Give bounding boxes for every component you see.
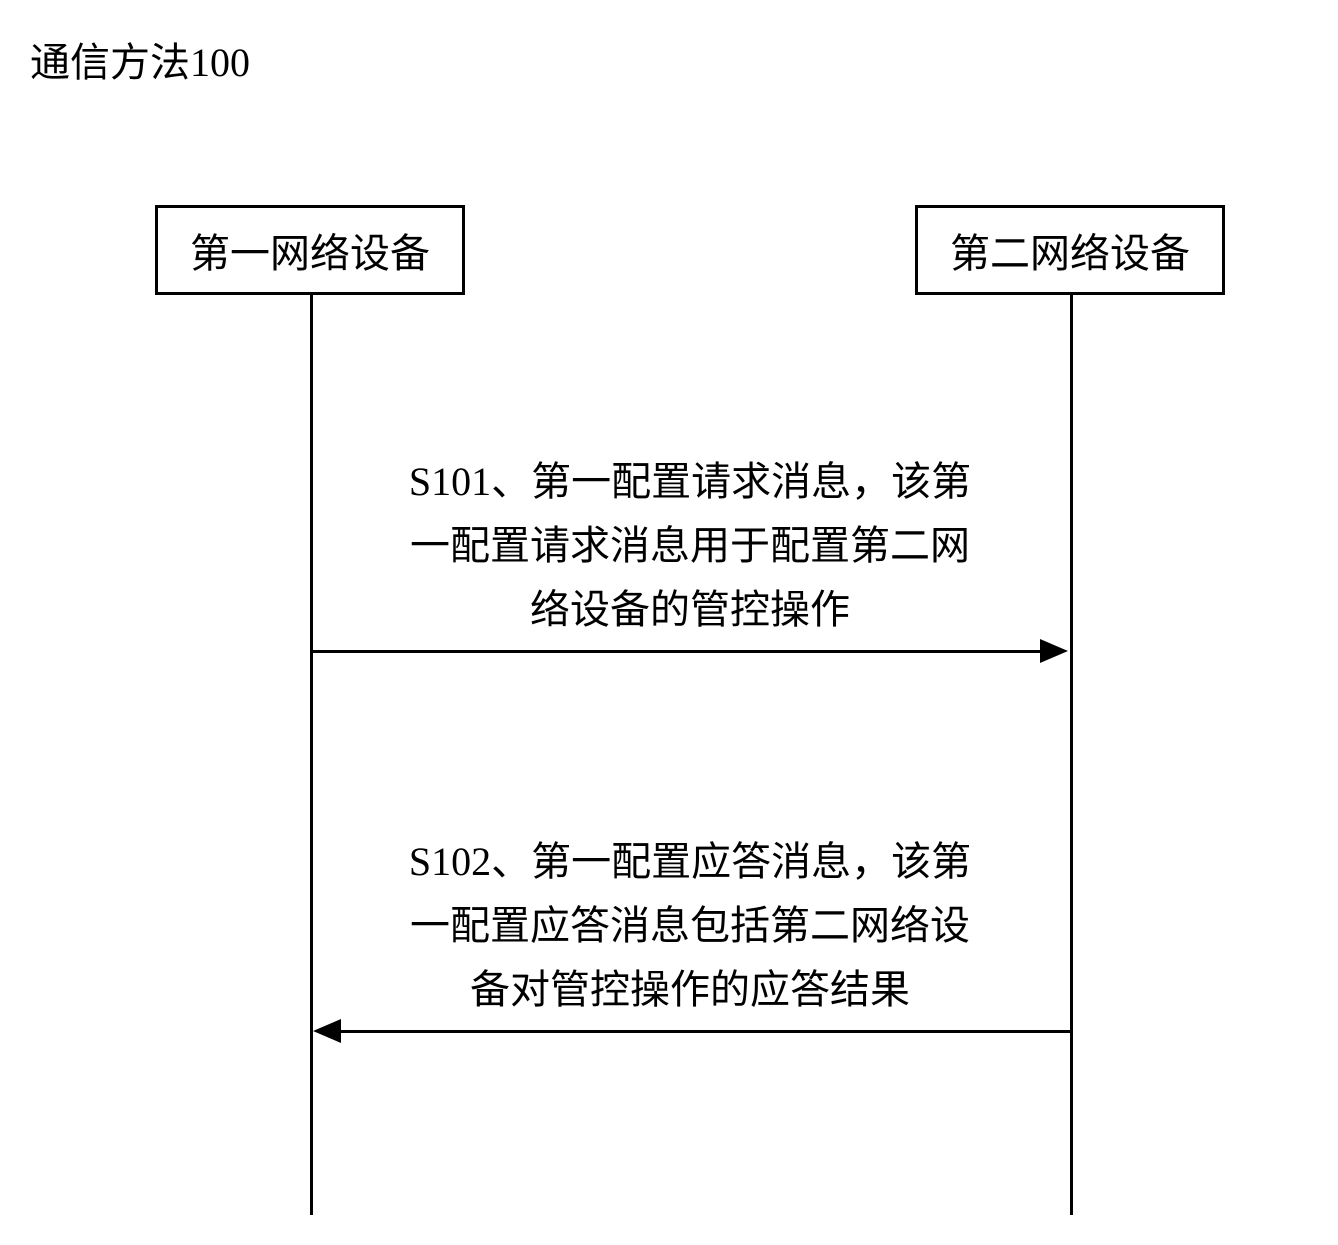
message-s101-line3: 络设备的管控操作: [338, 578, 1042, 642]
arrow-s101-line: [313, 650, 1043, 653]
arrow-s101-head: [1040, 639, 1068, 663]
arrow-s102-line: [340, 1030, 1070, 1033]
participant-right-label: 第二网络设备: [950, 221, 1190, 279]
message-s102-line1: S102、第一配置应答消息，该第: [338, 830, 1042, 894]
message-s101-line2: 一配置请求消息用于配置第二网: [338, 514, 1042, 578]
participant-right: 第二网络设备: [915, 205, 1225, 295]
diagram-title: 通信方法100: [30, 30, 250, 88]
lifeline-right: [1070, 295, 1073, 1215]
message-s102-text: S102、第一配置应答消息，该第 一配置应答消息包括第二网络设 备对管控操作的应…: [338, 830, 1042, 1022]
participant-left: 第一网络设备: [155, 205, 465, 295]
lifeline-left: [310, 295, 313, 1215]
message-s101-line1: S101、第一配置请求消息，该第: [338, 450, 1042, 514]
message-s101-text: S101、第一配置请求消息，该第 一配置请求消息用于配置第二网 络设备的管控操作: [338, 450, 1042, 642]
message-s102-line2: 一配置应答消息包括第二网络设: [338, 894, 1042, 958]
participant-left-label: 第一网络设备: [190, 221, 430, 279]
arrow-s102-head: [313, 1019, 341, 1043]
message-s102-line3: 备对管控操作的应答结果: [338, 958, 1042, 1022]
